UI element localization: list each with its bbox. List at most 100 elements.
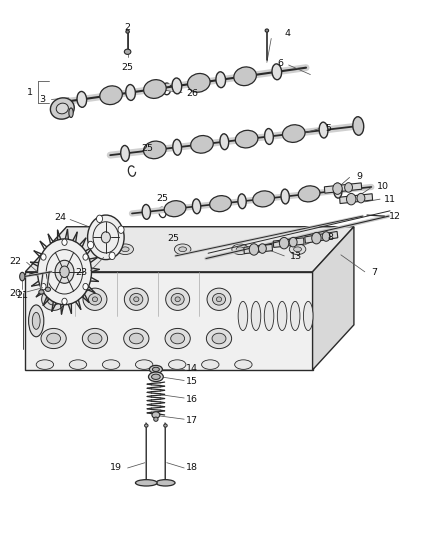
Polygon shape xyxy=(273,238,304,247)
Ellipse shape xyxy=(322,232,330,241)
Polygon shape xyxy=(25,227,354,272)
Ellipse shape xyxy=(173,139,182,155)
Text: 23: 23 xyxy=(75,269,88,278)
Ellipse shape xyxy=(64,247,72,252)
Text: 25: 25 xyxy=(141,144,153,153)
Ellipse shape xyxy=(121,146,130,161)
Ellipse shape xyxy=(124,288,148,310)
Ellipse shape xyxy=(192,199,201,214)
Ellipse shape xyxy=(298,186,320,202)
Ellipse shape xyxy=(38,239,92,305)
Ellipse shape xyxy=(220,134,229,150)
Ellipse shape xyxy=(164,201,186,217)
Ellipse shape xyxy=(83,254,88,260)
Ellipse shape xyxy=(235,130,258,148)
Ellipse shape xyxy=(238,301,248,330)
Ellipse shape xyxy=(88,215,124,260)
Ellipse shape xyxy=(234,67,256,86)
Ellipse shape xyxy=(152,412,160,418)
Ellipse shape xyxy=(129,333,143,344)
Ellipse shape xyxy=(187,74,210,92)
Ellipse shape xyxy=(272,64,282,80)
Ellipse shape xyxy=(130,294,143,305)
Ellipse shape xyxy=(156,480,175,486)
Ellipse shape xyxy=(32,312,40,329)
Ellipse shape xyxy=(212,333,226,344)
Ellipse shape xyxy=(135,360,153,369)
Ellipse shape xyxy=(283,125,305,142)
Text: 13: 13 xyxy=(290,253,302,262)
Ellipse shape xyxy=(144,79,166,99)
Ellipse shape xyxy=(210,196,231,212)
Ellipse shape xyxy=(164,424,167,427)
Ellipse shape xyxy=(319,122,328,138)
Text: 24: 24 xyxy=(55,213,67,222)
Ellipse shape xyxy=(175,297,180,302)
Ellipse shape xyxy=(201,360,219,369)
Ellipse shape xyxy=(179,247,187,252)
Ellipse shape xyxy=(126,30,129,33)
Text: 5: 5 xyxy=(325,124,332,133)
Polygon shape xyxy=(313,227,354,370)
Ellipse shape xyxy=(277,301,287,330)
Polygon shape xyxy=(339,193,373,204)
Ellipse shape xyxy=(36,360,53,369)
Ellipse shape xyxy=(353,117,364,135)
Ellipse shape xyxy=(92,297,98,302)
Ellipse shape xyxy=(249,244,259,255)
Ellipse shape xyxy=(47,333,60,344)
Ellipse shape xyxy=(187,74,210,92)
Ellipse shape xyxy=(279,237,289,249)
Text: 16: 16 xyxy=(186,394,198,403)
Ellipse shape xyxy=(60,266,69,278)
Ellipse shape xyxy=(41,254,46,260)
Ellipse shape xyxy=(154,417,158,421)
Ellipse shape xyxy=(28,305,44,337)
Ellipse shape xyxy=(47,294,60,305)
Ellipse shape xyxy=(206,328,232,349)
Ellipse shape xyxy=(102,360,120,369)
Ellipse shape xyxy=(96,215,102,223)
Ellipse shape xyxy=(100,86,122,104)
Text: 9: 9 xyxy=(356,172,362,181)
Text: 25: 25 xyxy=(167,235,179,244)
Ellipse shape xyxy=(216,297,222,302)
Ellipse shape xyxy=(148,372,163,382)
Ellipse shape xyxy=(253,191,275,207)
Ellipse shape xyxy=(169,360,186,369)
Polygon shape xyxy=(244,244,272,254)
Ellipse shape xyxy=(334,183,342,198)
Text: 7: 7 xyxy=(371,268,377,277)
Ellipse shape xyxy=(101,232,110,243)
Text: 1: 1 xyxy=(27,87,33,96)
Ellipse shape xyxy=(100,86,122,104)
Ellipse shape xyxy=(234,67,256,86)
Text: 4: 4 xyxy=(284,29,290,38)
Ellipse shape xyxy=(39,290,44,294)
Ellipse shape xyxy=(238,194,246,209)
Ellipse shape xyxy=(251,301,261,330)
Ellipse shape xyxy=(191,135,213,153)
Ellipse shape xyxy=(121,247,129,252)
Text: 12: 12 xyxy=(389,212,401,221)
Ellipse shape xyxy=(174,244,191,255)
Ellipse shape xyxy=(236,247,244,252)
Ellipse shape xyxy=(62,298,67,304)
Ellipse shape xyxy=(82,328,108,349)
Ellipse shape xyxy=(293,247,301,252)
Ellipse shape xyxy=(77,92,87,107)
Ellipse shape xyxy=(281,189,290,204)
Ellipse shape xyxy=(142,205,151,219)
Ellipse shape xyxy=(152,367,159,372)
Ellipse shape xyxy=(88,294,102,305)
Ellipse shape xyxy=(117,244,134,255)
Ellipse shape xyxy=(144,141,166,159)
Ellipse shape xyxy=(345,183,353,192)
Ellipse shape xyxy=(109,252,115,260)
Text: 2: 2 xyxy=(124,23,131,33)
Polygon shape xyxy=(325,183,362,193)
Ellipse shape xyxy=(42,288,66,310)
Text: 25: 25 xyxy=(156,194,169,203)
Text: 15: 15 xyxy=(186,377,198,386)
Ellipse shape xyxy=(46,287,50,292)
